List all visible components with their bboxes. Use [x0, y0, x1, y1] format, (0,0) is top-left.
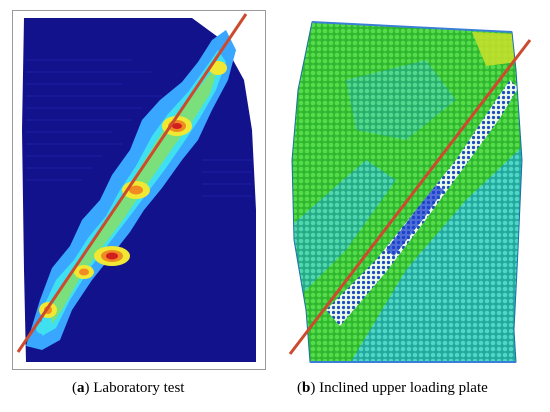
caption-a-letter: a — [77, 380, 85, 396]
laboratory-test-svg — [12, 10, 266, 370]
caption-a: (a) Laboratory test — [72, 380, 185, 396]
texture-lines — [26, 59, 252, 197]
shear-line — [16, 13, 248, 353]
inclined-loading-plate-svg — [288, 21, 532, 363]
caption-b: (b) Inclined upper loading plate — [297, 380, 488, 396]
shear-line — [288, 39, 532, 355]
shear-band-contours — [26, 30, 236, 350]
upper-loading-plate — [311, 21, 513, 33]
particle-specimen — [292, 22, 522, 362]
caption-a-text: Laboratory test — [93, 380, 185, 396]
inclined-loading-plate-image — [286, 10, 540, 370]
caption-b-text: Inclined upper loading plate — [319, 380, 488, 396]
laboratory-test-image — [12, 10, 266, 370]
caption-b-letter: b — [302, 380, 311, 396]
